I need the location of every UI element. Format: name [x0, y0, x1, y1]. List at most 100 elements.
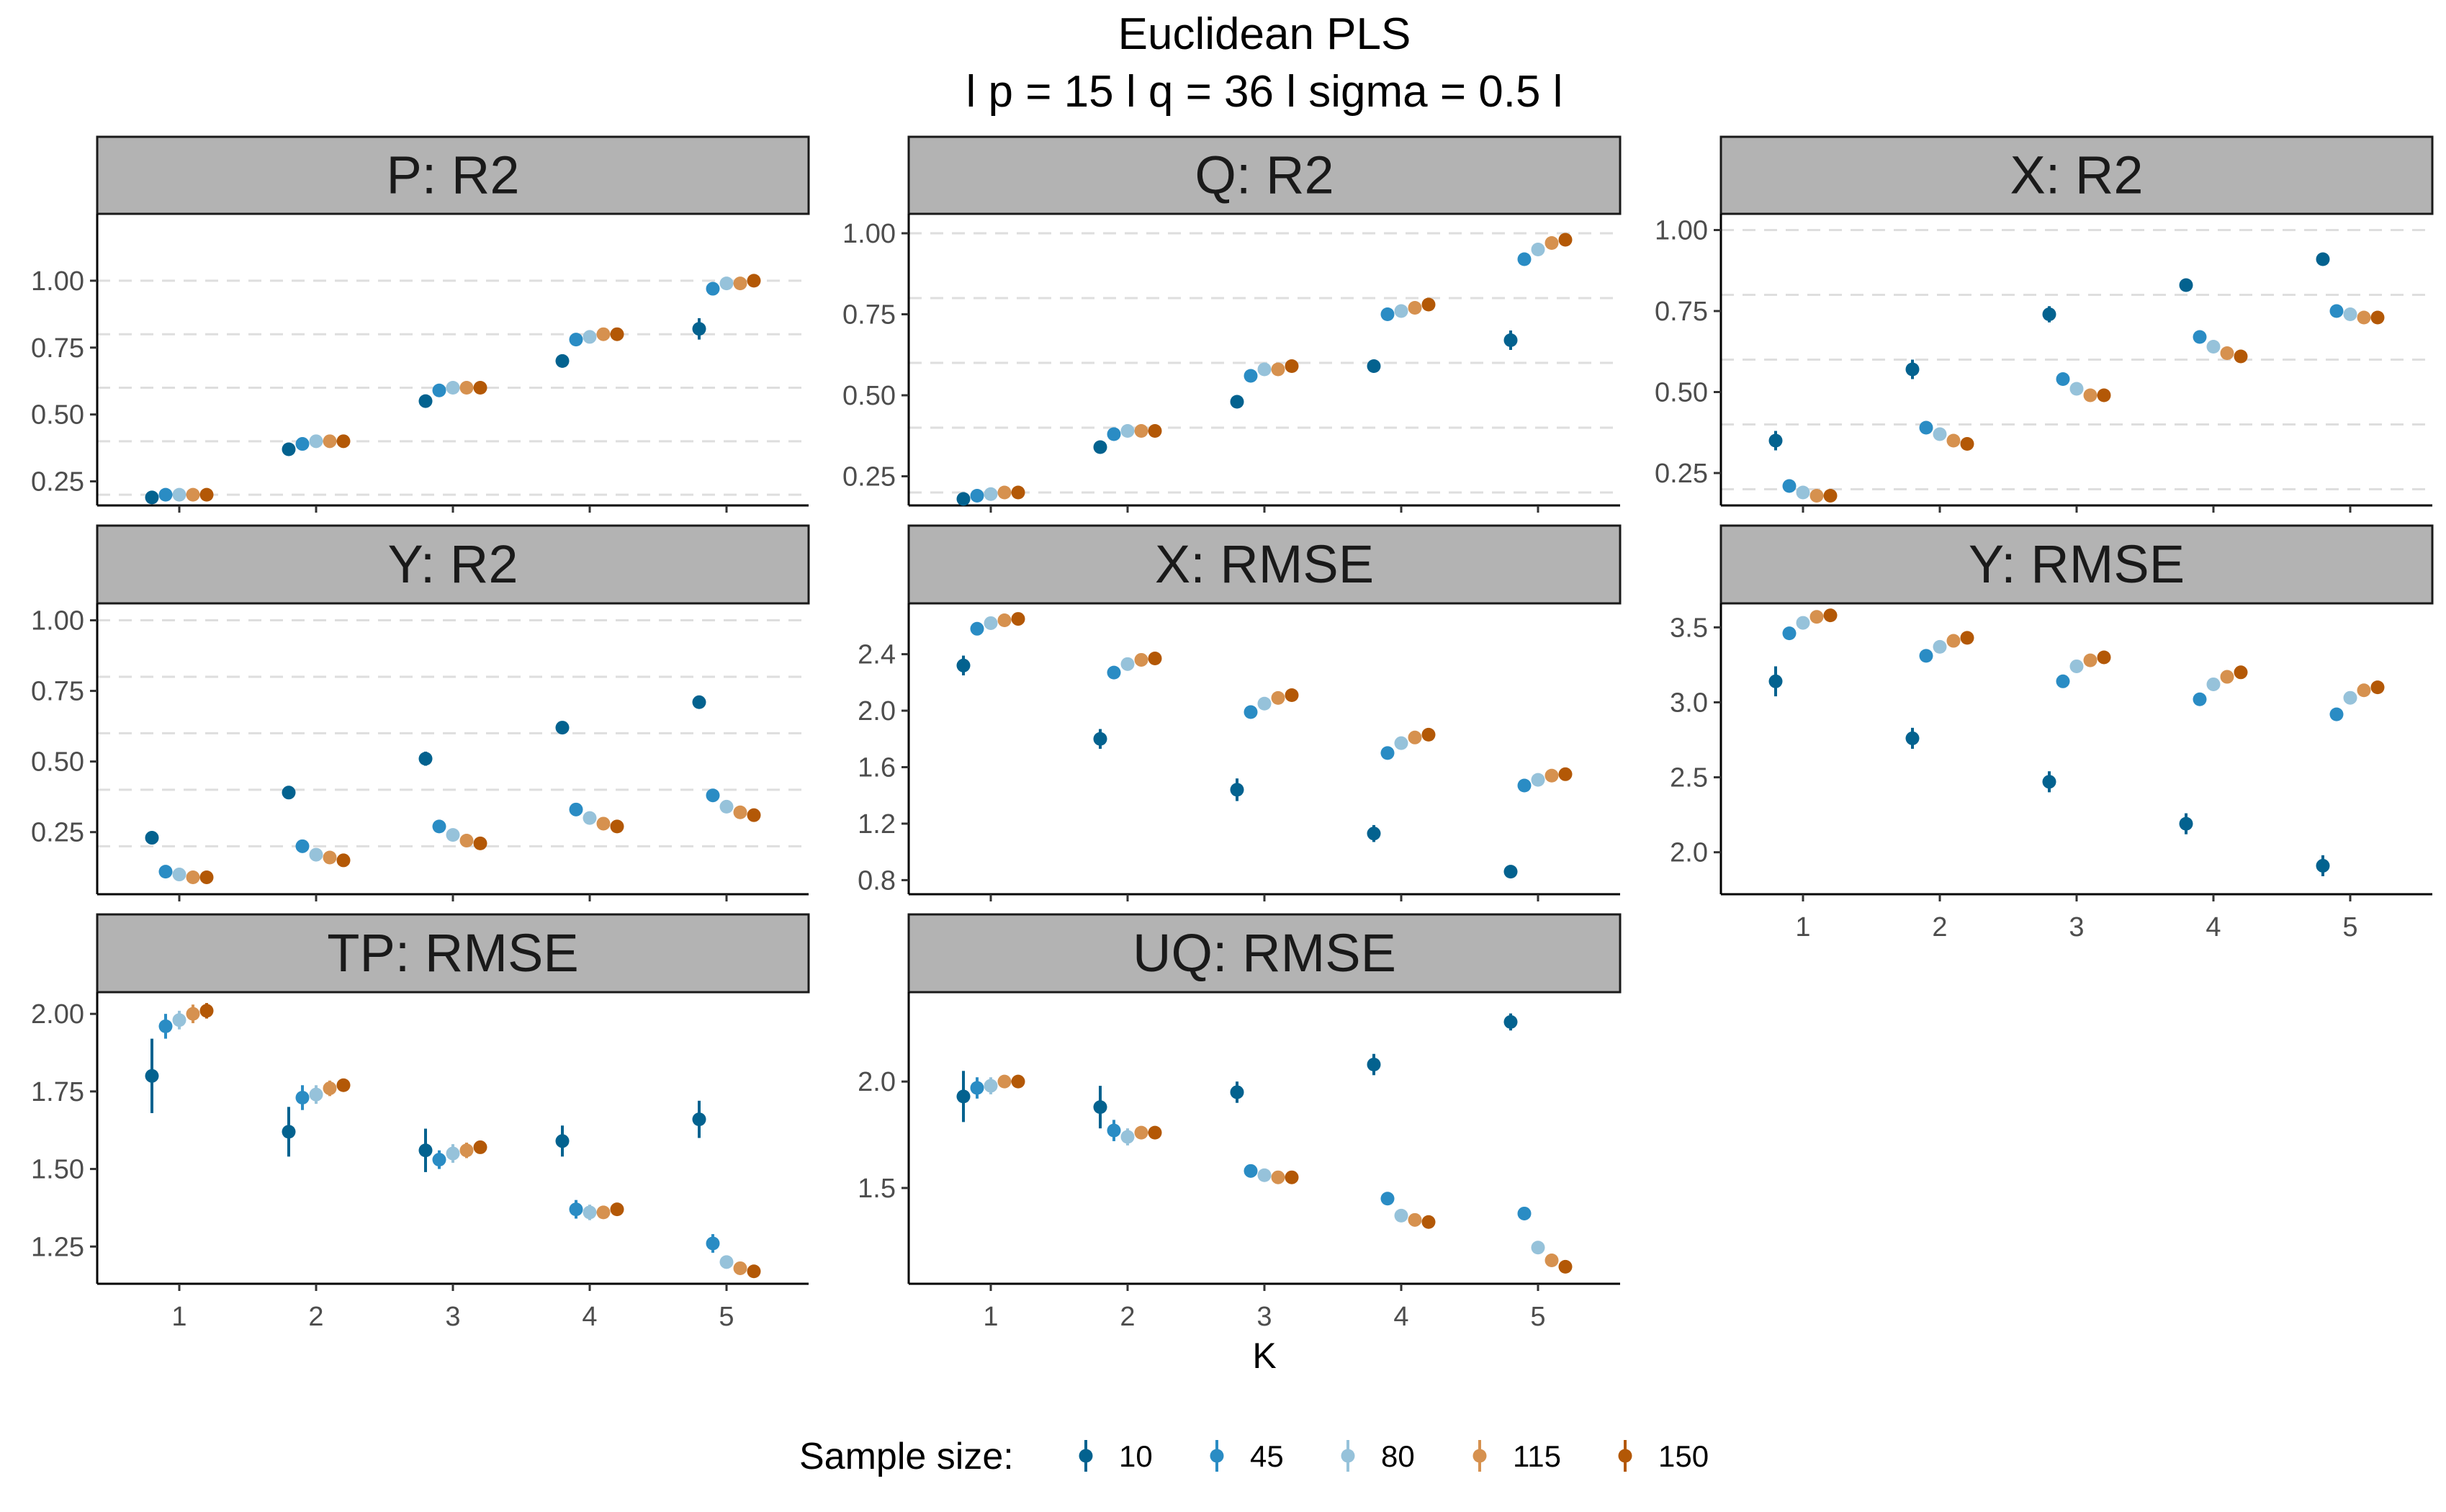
data-point	[1503, 333, 1518, 347]
facet-strip	[907, 524, 1622, 605]
facet-strip	[1719, 524, 2434, 605]
x-tick-label: 2	[1932, 912, 1947, 942]
data-point	[747, 1264, 761, 1279]
y-tick-label: 0.25	[842, 462, 896, 492]
data-point	[1823, 489, 1838, 503]
data-point	[1394, 1208, 1408, 1223]
data-point	[446, 828, 460, 842]
data-point	[984, 1079, 998, 1093]
data-point	[1531, 243, 1545, 256]
data-point	[418, 394, 433, 408]
y-tick-label: 0.50	[842, 381, 896, 411]
data-point	[555, 721, 570, 735]
data-point	[309, 1087, 323, 1102]
x-tick-label: 5	[2342, 912, 2357, 942]
data-point	[1421, 727, 1436, 742]
data-point	[473, 381, 487, 395]
data-point	[432, 383, 446, 397]
y-tick-label: 2.4	[858, 640, 896, 670]
data-point	[719, 1255, 734, 1269]
data-point	[706, 1236, 720, 1251]
x-tick-label: 3	[1256, 1302, 1272, 1332]
legend-key-point	[1079, 1449, 1093, 1463]
x-tick-label: 5	[719, 1302, 734, 1332]
x-tick-label: 3	[2069, 912, 2084, 942]
data-point	[446, 1146, 460, 1161]
panels-group: P: R2 0.25 0.50 0.75 1.00 Q: R2 0.25 0.50 0.75 1.…	[31, 135, 2434, 1332]
x-tick-label: 2	[308, 1302, 323, 1332]
data-point	[282, 1125, 296, 1139]
data-point	[432, 819, 446, 834]
data-point	[555, 354, 570, 368]
data-point	[583, 330, 597, 344]
x-tick-label: 1	[171, 1302, 186, 1332]
x-tick-label: 4	[2206, 912, 2221, 942]
data-point	[446, 381, 460, 395]
data-point	[158, 1019, 173, 1033]
data-point	[2179, 278, 2193, 292]
data-point	[1421, 1215, 1436, 1229]
data-point	[1782, 626, 1797, 641]
data-point	[1809, 610, 1824, 624]
data-point	[733, 805, 747, 819]
data-point	[2316, 252, 2330, 266]
data-point	[2083, 653, 2097, 667]
data-point	[1545, 236, 1559, 250]
y-tick-label: 3.0	[1670, 688, 1708, 718]
x-tick-label: 4	[582, 1302, 597, 1332]
y-tick-label: 0.75	[842, 300, 896, 330]
data-point	[2370, 680, 2385, 695]
data-point	[1823, 608, 1838, 623]
data-point	[1503, 865, 1518, 879]
data-point	[1271, 1170, 1285, 1184]
data-point	[1503, 1014, 1518, 1029]
data-point	[1271, 690, 1285, 705]
y-tick-label: 0.50	[31, 747, 84, 778]
y-tick-label: 3.5	[1670, 613, 1708, 643]
data-point	[1946, 433, 1961, 448]
facet-panel: P: R2 0.25 0.50 0.75 1.00	[31, 135, 810, 513]
data-point	[459, 381, 474, 395]
y-tick-label: 0.50	[31, 400, 84, 431]
data-point	[956, 658, 971, 672]
data-point	[1107, 665, 1121, 680]
data-point	[323, 850, 337, 865]
facet-strip	[96, 524, 810, 605]
data-point	[1120, 1130, 1135, 1144]
data-point	[692, 695, 706, 709]
data-point	[1421, 297, 1436, 312]
y-tick-label: 0.50	[1655, 378, 1708, 408]
data-point	[2056, 674, 2070, 688]
data-point	[459, 1143, 474, 1158]
data-point	[1380, 307, 1395, 321]
x-tick-label: 1	[1795, 912, 1810, 942]
y-tick-label: 0.75	[31, 677, 84, 707]
data-point	[1517, 1206, 1532, 1220]
data-point	[2329, 707, 2344, 721]
data-point	[199, 1004, 214, 1018]
data-point	[970, 621, 984, 636]
data-point	[1120, 657, 1135, 671]
data-point	[323, 434, 337, 449]
data-point	[2042, 307, 2056, 321]
facet-strip-label: Q: R2	[1195, 145, 1334, 205]
data-point	[1933, 427, 1947, 441]
data-point	[1768, 433, 1783, 448]
facet-panel: TP: RMSE 1.25 1.50 1.75 2.00 1 2 3 4 5	[31, 913, 810, 1332]
legend-key-label: 80	[1381, 1439, 1415, 1473]
data-point	[2083, 388, 2097, 402]
data-point	[610, 1202, 624, 1217]
legend-key-point	[1472, 1449, 1487, 1463]
y-tick-label: 0.75	[1655, 297, 1708, 327]
data-point	[1545, 768, 1559, 783]
data-point	[1531, 773, 1545, 787]
data-point	[692, 322, 706, 336]
data-point	[1257, 1168, 1272, 1182]
data-point	[2097, 388, 2111, 402]
data-point	[2069, 382, 2084, 396]
data-point	[2234, 349, 2248, 364]
data-point	[1285, 1170, 1299, 1184]
data-point	[596, 1205, 611, 1220]
data-point	[309, 847, 323, 862]
